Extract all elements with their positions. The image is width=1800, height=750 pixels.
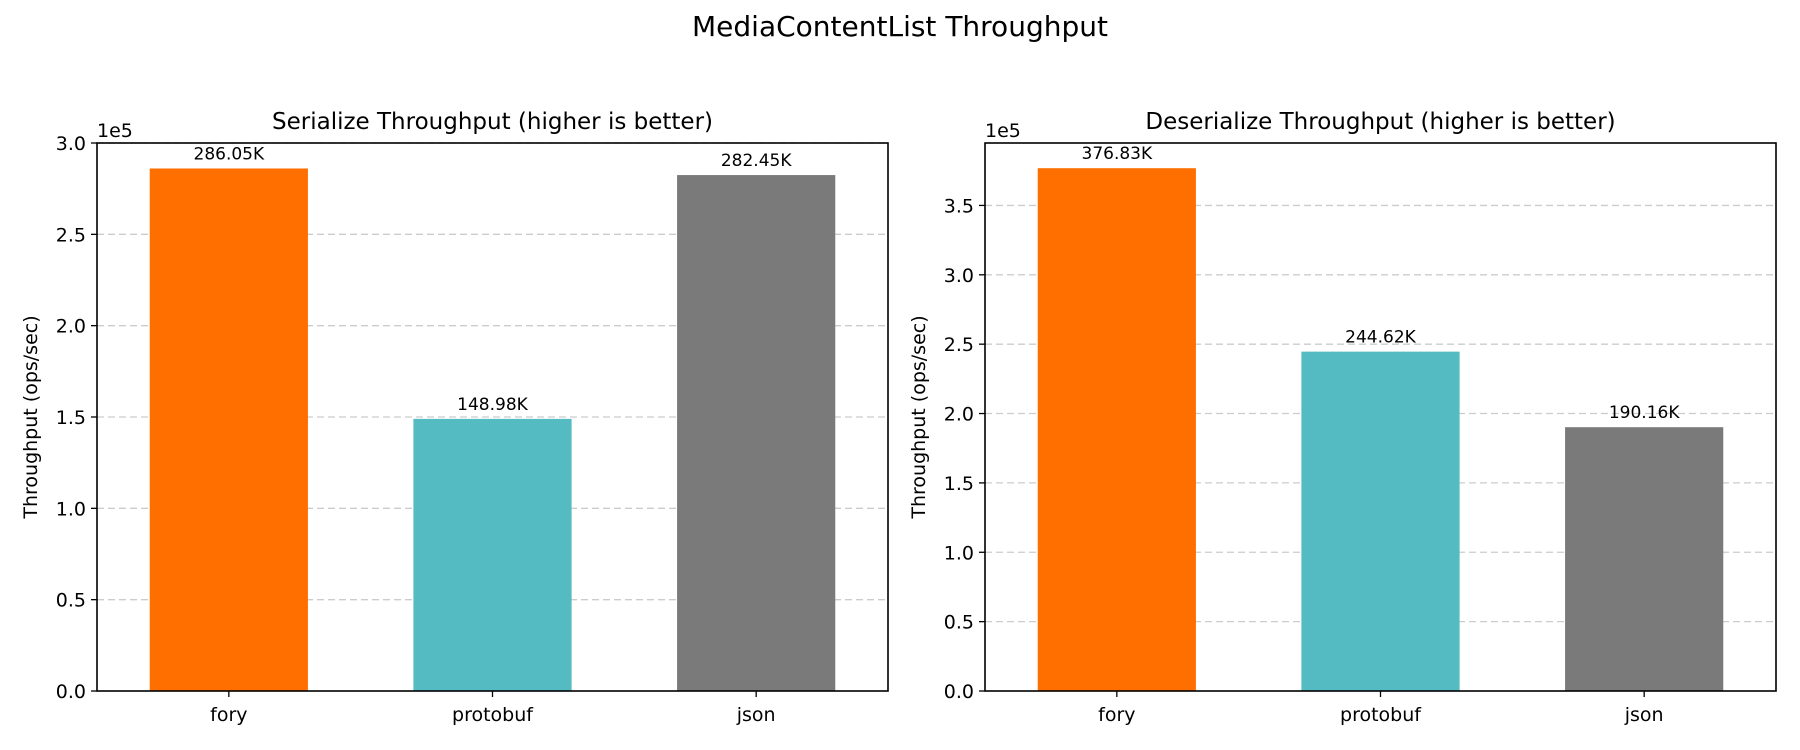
data-label: 286.05K <box>194 144 265 164</box>
plot-frame <box>984 142 1777 692</box>
y-tick-label: 1.5 <box>944 473 974 495</box>
x-tick-label: json <box>1624 704 1664 726</box>
y-axis-label: Throughput (ops/sec) <box>908 315 930 519</box>
data-label: 376.83K <box>1082 144 1153 164</box>
y-tick-label: 1.5 <box>56 407 86 429</box>
figure-title: MediaContentList Throughput <box>692 10 1108 43</box>
bar-protobuf <box>413 418 572 691</box>
y-tick-label: 0.0 <box>944 681 974 703</box>
y-tick-label: 2.0 <box>944 404 974 426</box>
y-tick-label: 3.0 <box>944 265 974 287</box>
x-tick-label: json <box>736 704 776 726</box>
y-offset-label: 1e5 <box>97 120 133 142</box>
y-tick-label: 0.5 <box>56 590 86 612</box>
data-label: 148.98K <box>457 395 528 415</box>
bar-fory <box>149 168 308 691</box>
y-tick-label: 1.0 <box>944 542 974 564</box>
chart-title: Deserialize Throughput (higher is better… <box>1145 109 1615 135</box>
bar-protobuf <box>1301 351 1460 691</box>
y-tick-label: 0.0 <box>56 681 86 703</box>
data-label: 244.62K <box>1345 328 1416 348</box>
y-tick-label: 2.5 <box>56 224 86 246</box>
plot-frame <box>96 142 889 692</box>
x-tick-label: fory <box>1098 704 1135 726</box>
y-tick-label: 3.0 <box>56 133 86 155</box>
y-axis-label: Throughput (ops/sec) <box>20 315 42 519</box>
chart-1: 286.05K fory 148.98K protobuf 282.45K json 0.0… <box>20 109 889 726</box>
y-tick-label: 3.5 <box>944 195 974 217</box>
chart-2: 376.83K fory 244.62K protobuf 190.16K json 0.0… <box>908 109 1777 726</box>
x-tick-label: protobuf <box>452 704 534 726</box>
y-tick-label: 0.5 <box>944 612 974 634</box>
bar-json <box>677 175 836 692</box>
data-label: 190.16K <box>1609 403 1680 423</box>
y-tick-label: 2.0 <box>56 316 86 338</box>
x-tick-label: fory <box>210 704 247 726</box>
bar-fory <box>1037 168 1196 691</box>
data-label: 282.45K <box>721 151 792 171</box>
y-tick-label: 2.5 <box>944 334 974 356</box>
y-offset-label: 1e5 <box>985 120 1021 142</box>
bar-json <box>1565 427 1724 691</box>
x-tick-label: protobuf <box>1340 704 1422 726</box>
chart-title: Serialize Throughput (higher is better) <box>272 109 713 135</box>
y-tick-label: 1.0 <box>56 498 86 520</box>
